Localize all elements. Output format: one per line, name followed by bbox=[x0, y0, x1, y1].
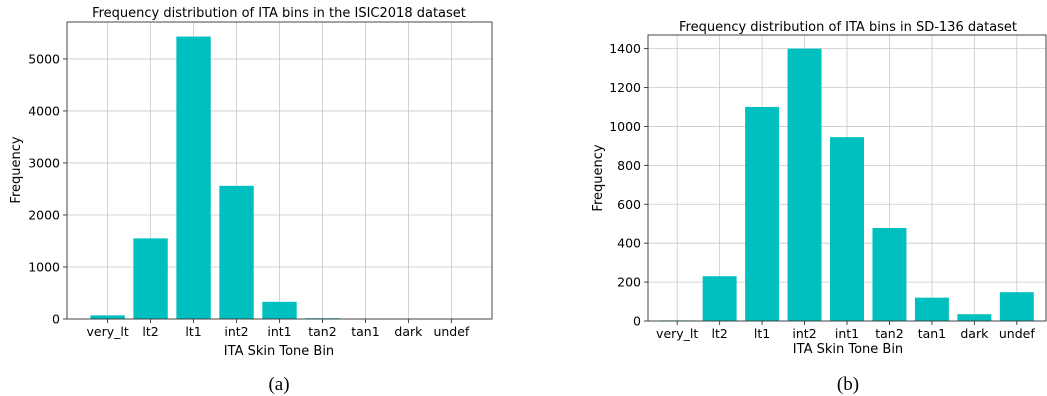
x-tick-label: tan2 bbox=[875, 326, 903, 341]
y-tick-label: 600 bbox=[617, 197, 641, 212]
x-tick-label: lt1 bbox=[185, 324, 201, 339]
bar-lt1 bbox=[745, 106, 780, 322]
bar-very-lt bbox=[90, 315, 125, 319]
x-tick-label: very_lt bbox=[656, 326, 698, 341]
x-tick-label: tan1 bbox=[918, 326, 946, 341]
x-tick-label: undef bbox=[999, 326, 1035, 341]
x-tick-label: undef bbox=[433, 324, 469, 339]
y-tick-label: 400 bbox=[617, 236, 641, 251]
y-tick-label: 4000 bbox=[28, 103, 60, 118]
x-tick-label: dark bbox=[394, 324, 423, 339]
x-tick-label: int2 bbox=[224, 324, 248, 339]
bar-int2 bbox=[219, 185, 254, 319]
x-tick-label: int1 bbox=[835, 326, 859, 341]
y-tick-label: 1000 bbox=[28, 259, 60, 274]
figure-caption: (b) bbox=[837, 374, 859, 395]
x-tick-label: lt2 bbox=[142, 324, 158, 339]
y-tick-label: 1400 bbox=[609, 41, 641, 56]
y-tick-label: 1200 bbox=[609, 80, 641, 95]
x-axis-label: ITA Skin Tone Bin bbox=[224, 344, 334, 359]
x-axis-label: ITA Skin Tone Bin bbox=[793, 342, 903, 357]
chart-title: Frequency distribution of ITA bins in th… bbox=[92, 6, 466, 21]
y-tick-label: 2000 bbox=[28, 207, 60, 222]
chart-isic2018: Frequency distribution of ITA bins in th… bbox=[9, 6, 493, 395]
y-tick-label: 0 bbox=[633, 314, 641, 329]
y-axis-label: Frequency bbox=[591, 144, 606, 211]
bar-tan2 bbox=[872, 228, 907, 321]
bar-int1 bbox=[262, 301, 297, 319]
y-tick-label: 3000 bbox=[28, 155, 60, 170]
x-tick-label: very_lt bbox=[86, 324, 128, 339]
x-tick-label: lt2 bbox=[711, 326, 727, 341]
y-tick-label: 0 bbox=[52, 312, 60, 327]
x-tick-label: int1 bbox=[267, 324, 291, 339]
bar-lt2 bbox=[702, 276, 737, 321]
y-axis-label: Frequency bbox=[9, 136, 24, 203]
bar-int2 bbox=[787, 48, 822, 321]
figure-caption: (a) bbox=[268, 374, 289, 395]
chart-sd136: Frequency distribution of ITA bins in SD… bbox=[591, 20, 1047, 395]
bar-undef bbox=[999, 292, 1034, 321]
x-tick-label: tan1 bbox=[351, 324, 379, 339]
bar-dark bbox=[957, 314, 992, 321]
y-tick-label: 800 bbox=[617, 158, 641, 173]
bar-lt2 bbox=[133, 238, 168, 319]
x-tick-label: int2 bbox=[792, 326, 816, 341]
chart-title: Frequency distribution of ITA bins in SD… bbox=[679, 20, 1017, 35]
bar-tan1 bbox=[914, 297, 949, 321]
y-tick-label: 5000 bbox=[28, 51, 60, 66]
x-tick-label: lt1 bbox=[754, 326, 770, 341]
y-tick-label: 1000 bbox=[609, 119, 641, 134]
x-tick-label: dark bbox=[960, 326, 989, 341]
bar-lt1 bbox=[176, 36, 211, 319]
y-tick-label: 200 bbox=[617, 275, 641, 290]
x-tick-label: tan2 bbox=[308, 324, 336, 339]
bar-int1 bbox=[830, 137, 864, 321]
